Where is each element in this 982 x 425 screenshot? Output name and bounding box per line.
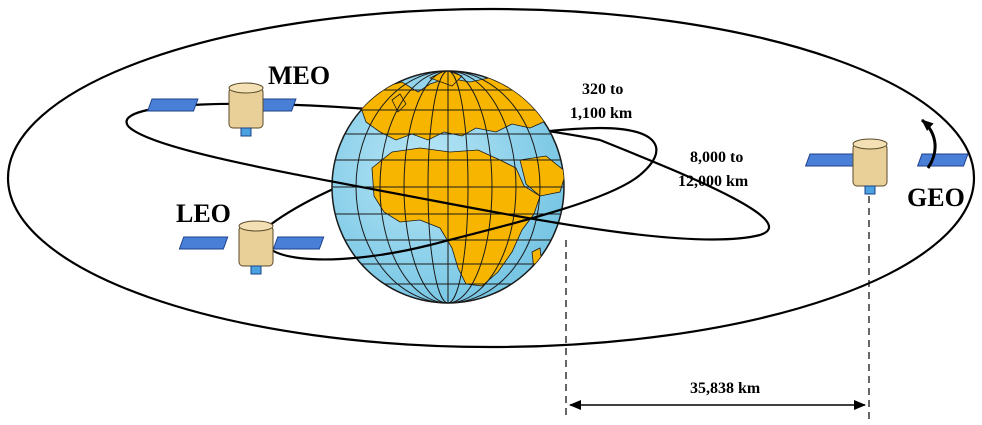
meo-altitude-line1: 8,000 to — [690, 149, 743, 166]
meo-label: MEO — [268, 61, 330, 90]
geo-orbit — [6, 7, 976, 349]
geo-label: GEO — [907, 183, 965, 212]
earth-globe — [331, 70, 565, 304]
leo-satellite — [178, 220, 325, 275]
meo-satellite — [146, 82, 297, 137]
geo-distance-label: 35,838 km — [690, 380, 761, 397]
leo-altitude-line2: 1,100 km — [570, 105, 633, 122]
meo-orbit-front — [127, 125, 770, 241]
rotation-arrow-icon — [920, 118, 937, 169]
leo-altitude-line1: 320 to — [582, 81, 623, 98]
leo-label: LEO — [176, 199, 231, 228]
meo-altitude-line2: 12,000 km — [678, 173, 749, 190]
geo-satellite — [804, 138, 969, 195]
